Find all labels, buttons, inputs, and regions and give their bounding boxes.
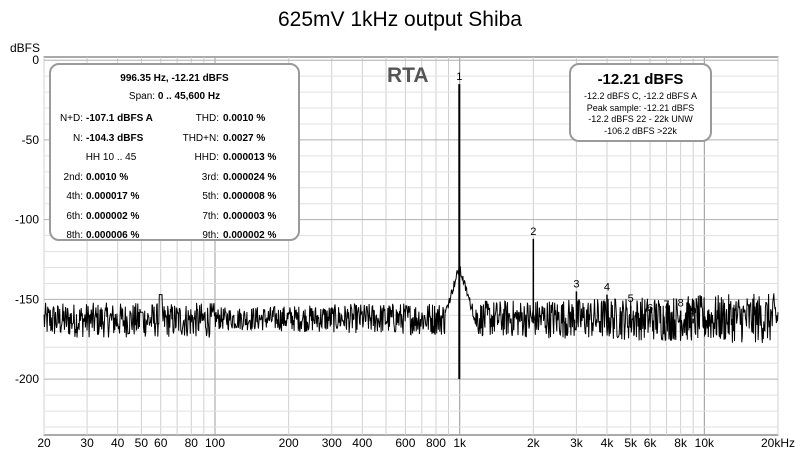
stat-value: 0.000017 %	[86, 191, 140, 202]
stats-span: Span: 0 .. 45,600 Hz	[51, 91, 298, 102]
level-line: -106.2 dBFS >22k	[604, 125, 677, 136]
stat-label: 3rd:	[201, 171, 219, 183]
x-tick-label: 300	[322, 436, 342, 450]
stat-value: 0.0010 %	[223, 113, 266, 124]
stat-label: HH 10 .. 45	[85, 152, 137, 163]
stat-value: -104.3 dBFS	[86, 132, 144, 144]
stat-value: 0.000024 %	[223, 171, 277, 183]
x-tick-label: 60	[154, 436, 168, 450]
x-tick-label: 400	[352, 436, 372, 450]
y-tick-label: 0	[32, 53, 39, 67]
rta-label: RTA	[387, 64, 429, 87]
stat-label: 6th:	[66, 210, 83, 222]
stat-label: THD+N:	[182, 132, 219, 144]
level-line: -12.2 dBFS 22 - 22k UNW	[588, 114, 693, 124]
stat-label: 4th:	[66, 191, 83, 202]
level-line: -12.2 dBFS C, -12.2 dBFS A	[583, 91, 698, 101]
x-tick-label: 8k	[674, 436, 688, 450]
x-tick-label: 10k	[695, 436, 715, 450]
x-tick-label: 20kHz	[761, 436, 795, 450]
x-tick-label: 2k	[527, 436, 541, 450]
harmonic-label: 6	[647, 302, 653, 314]
harmonic-label: 4	[604, 282, 610, 294]
level-line: Peak sample: -12.21 dBFS	[586, 102, 695, 113]
spectrum-trace-group	[43, 84, 779, 380]
harmonic-label: 8	[678, 298, 684, 310]
x-tick-label: 600	[395, 436, 415, 450]
chart-title: 625mV 1kHz output Shiba	[278, 8, 522, 31]
stat-label: 9th:	[202, 230, 219, 241]
level-panel: -12.21 dBFS -12.2 dBFS C, -12.2 dBFS A P…	[569, 63, 712, 142]
stat-label: 2nd:	[63, 171, 83, 183]
x-tick-label: 40	[111, 436, 125, 450]
harmonic-label: 3	[573, 278, 579, 290]
stat-label: N+D:	[59, 113, 83, 124]
stats-header: 996.35 Hz, -12.21 dBFS	[51, 73, 298, 84]
stat-value: 0.0027 %	[223, 132, 266, 144]
x-tick-label: 100	[205, 436, 225, 450]
stat-label: HHD:	[194, 152, 219, 163]
harmonic-label: 1	[456, 71, 462, 83]
stat-value: -107.1 dBFS A	[86, 113, 153, 124]
harmonic-label: 7	[663, 299, 669, 311]
harmonic-label: 2	[530, 226, 536, 238]
y-tick-label: -150	[15, 292, 39, 306]
harmonic-label: 9	[690, 306, 696, 318]
x-tick-label: 3k	[570, 436, 584, 450]
stats-panel: 996.35 Hz, -12.21 dBFS Span: 0 .. 45,600…	[49, 63, 300, 241]
harmonic-label: 5	[628, 293, 634, 305]
stat-value: 0.000002 %	[86, 210, 140, 222]
stats-header-text: 996.35 Hz, -12.21 dBFS	[120, 73, 229, 84]
stat-label: N:	[73, 132, 83, 144]
x-tick-label: 4k	[601, 436, 615, 450]
x-tick-label: 20	[37, 436, 51, 450]
y-tick-label: -200	[15, 372, 39, 386]
harmonic-labels: 1 2 3 4 5 6 7 89	[456, 71, 696, 317]
y-axis-ticks: 0 -50 -100 -150 -200	[15, 53, 39, 386]
y-axis-label: dBFS	[10, 41, 40, 55]
stat-value: 0.0010 %	[86, 171, 129, 183]
stat-value: 0.000006 %	[86, 230, 140, 241]
span-value: 0 .. 45,600 Hz	[157, 91, 221, 102]
x-tick-label: 800	[426, 436, 446, 450]
stat-label: 8th:	[66, 230, 83, 241]
span-label: Span:	[128, 91, 156, 102]
stat-value: 0.000002 %	[223, 230, 277, 241]
x-tick-label: 5k	[624, 436, 638, 450]
x-tick-label: 30	[80, 436, 94, 450]
x-tick-label: 1k	[453, 436, 467, 450]
y-tick-label: -50	[22, 133, 40, 147]
stat-label: 7th:	[202, 210, 219, 222]
stat-value: 0.000013 %	[223, 152, 277, 163]
y-tick-label: -100	[15, 213, 39, 227]
stat-value: 0.000008 %	[223, 191, 277, 202]
spectrum-trace	[43, 266, 779, 343]
x-tick-label: 50	[135, 436, 149, 450]
level-main-readout: -12.21 dBFS	[597, 71, 684, 88]
x-tick-label: 6k	[644, 436, 658, 450]
x-axis-ticks: 20 30 40 50 60 80 100 200 300 400 600 800 1k 2k 3k 4k 5k…	[37, 436, 795, 450]
x-tick-label: 80	[185, 436, 199, 450]
stat-value: 0.000003 %	[223, 210, 277, 222]
stat-label: THD:	[195, 113, 219, 124]
x-tick-label: 200	[279, 436, 299, 450]
stat-label: 5th:	[202, 191, 219, 202]
